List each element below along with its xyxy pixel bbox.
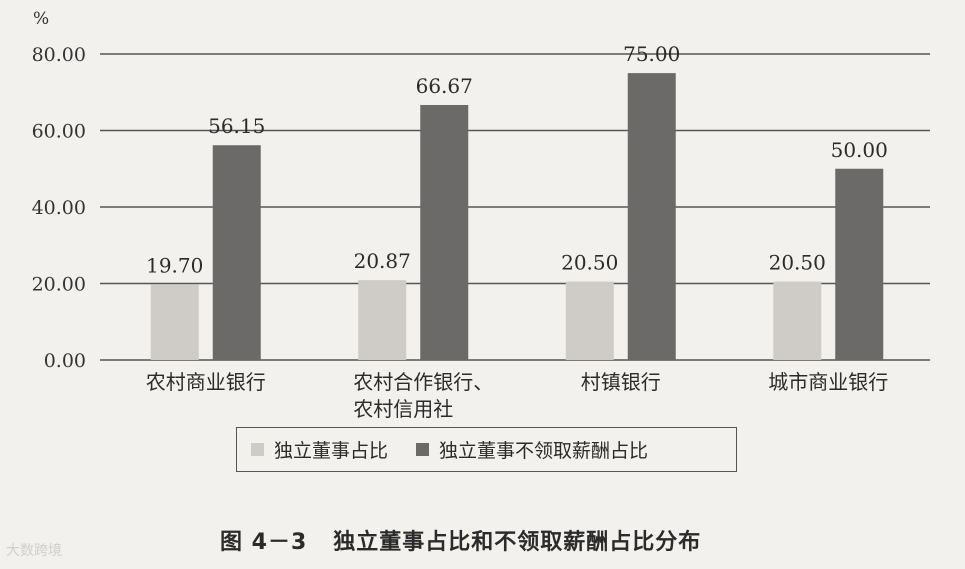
legend-item-independent-directors: 独立董事占比 xyxy=(251,436,388,463)
category-label: 城市商业银行 xyxy=(768,370,888,394)
value-label: 20.87 xyxy=(354,249,411,273)
legend-swatch-light xyxy=(251,443,264,456)
value-label: 50.00 xyxy=(831,138,888,162)
y-tick-labels: 0.00 20.00 40.00 60.00 80.00 xyxy=(32,44,86,372)
legend-swatch-dark xyxy=(416,443,430,456)
y-tick-label: 60.00 xyxy=(32,121,86,143)
bars xyxy=(150,73,884,361)
bar-chart: % 0.00 20.00 40.00 60.00 80.00 19.70 56.15 20.… xyxy=(32,9,930,420)
legend-label: 独立董事不领取薪酬占比 xyxy=(439,440,649,462)
figure-caption: 图 4－3 独立董事占比和不领取薪酬占比分布 xyxy=(220,524,701,556)
legend: 独立董事占比 独立董事不领取薪酬占比 xyxy=(236,427,737,472)
value-label: 75.00 xyxy=(623,42,680,66)
bar xyxy=(627,73,676,360)
y-tick-label: 80.00 xyxy=(32,44,86,66)
value-label: 56.15 xyxy=(208,114,265,138)
figure-title: 独立董事占比和不领取薪酬占比分布 xyxy=(333,530,702,555)
y-tick-label: 20.00 xyxy=(32,274,86,296)
bar xyxy=(565,281,614,360)
value-labels: 19.70 56.15 20.87 66.67 20.50 75.00 20.50 50.00 xyxy=(146,42,888,278)
bar xyxy=(150,284,199,360)
bar xyxy=(420,104,469,361)
category-label: 村镇银行 xyxy=(581,370,661,394)
value-label: 20.50 xyxy=(561,251,618,275)
category-labels: 农村商业银行 农村合作银行、农村信用社 村镇银行 城市商业银行 xyxy=(146,370,889,420)
watermark: 大数跨境 xyxy=(6,543,62,559)
bar xyxy=(773,281,822,360)
bar xyxy=(358,280,407,360)
value-label: 20.50 xyxy=(769,251,826,275)
legend-item-unpaid-directors: 独立董事不领取薪酬占比 xyxy=(416,436,648,463)
value-label: 66.67 xyxy=(416,74,473,98)
bar xyxy=(212,145,261,360)
value-label: 19.70 xyxy=(146,254,203,278)
y-unit-label: % xyxy=(33,9,49,29)
bar xyxy=(835,168,884,360)
figure-number: 图 4－3 xyxy=(220,530,308,555)
category-label: 农村商业银行 xyxy=(146,370,266,394)
y-tick-label: 0.00 xyxy=(44,350,86,372)
category-label: 农村合作银行、农村信用社 xyxy=(353,370,493,420)
legend-label: 独立董事占比 xyxy=(274,440,389,462)
y-tick-label: 40.00 xyxy=(32,197,86,219)
